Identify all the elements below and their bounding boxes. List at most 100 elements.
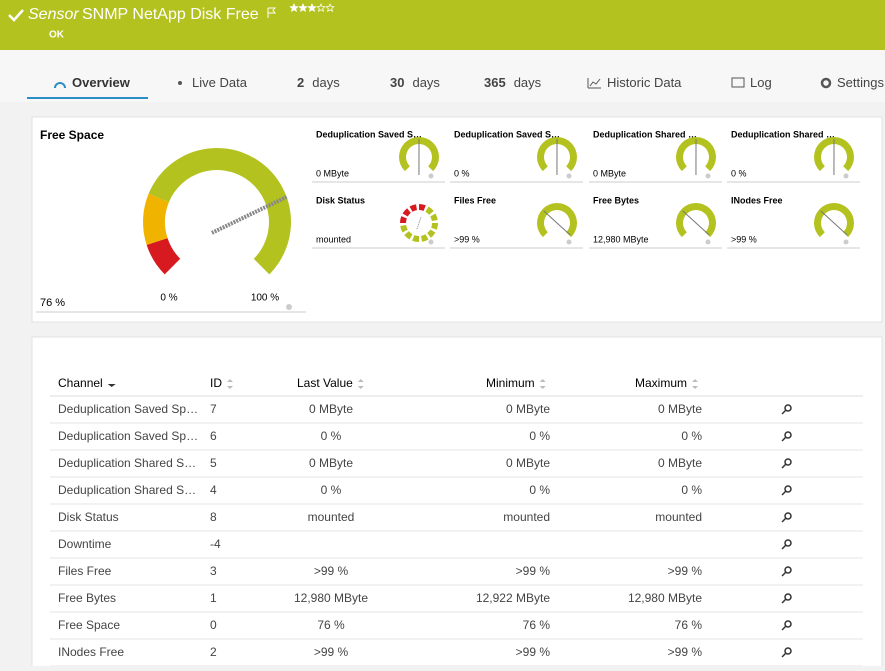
settings-icon[interactable] [429,174,434,179]
settings-icon[interactable] [844,240,849,245]
table-cell: 0 % [529,429,550,443]
table-cell: 7 [210,402,217,416]
settings-icon[interactable] [429,240,434,245]
gauge-title: Free Space [40,128,104,142]
table-cell: Free Bytes [58,591,116,605]
table-cell: 1 [210,591,217,605]
tab-label: 30days [390,75,440,90]
table-cell: Files Free [58,564,112,578]
table-cell: >99 % [314,564,349,578]
table-cell: Free Space [58,618,120,632]
table-panel [32,337,882,666]
tab-icon [178,81,182,85]
table-cell: Downtime [58,537,112,551]
column-header[interactable]: Maximum [635,376,687,390]
mini-gauge-title: Disk Status [316,195,365,205]
table-cell: 3 [210,564,217,578]
mini-gauge-value: 12,980 MByte [593,234,649,244]
tab-label: Overview [72,75,131,90]
table-cell: >99 % [668,564,703,578]
table-cell: >99 % [516,645,551,659]
table-cell: 76 % [523,618,551,632]
mini-gauge-value: >99 % [731,234,757,244]
tab-count: 2 [297,75,304,90]
mini-gauge-title: Deduplication Saved S… [316,129,422,139]
table-cell: 0 MByte [309,402,353,416]
settings-icon[interactable] [706,240,711,245]
tab[interactable]: 365days [484,75,542,90]
table-cell: >99 % [668,645,703,659]
tab-text: Settings [837,75,884,90]
tab-text: Historic Data [607,75,682,90]
settings-icon[interactable] [844,174,849,179]
tab-unit: days [312,75,340,90]
table-cell: 12,922 MByte [476,591,550,605]
gauge-yellow [143,194,169,245]
column-header[interactable]: Channel [58,376,103,390]
table-cell: mounted [308,510,355,524]
table-cell: 0 MByte [658,456,702,470]
settings-icon[interactable] [286,304,292,310]
header-status: OK [49,30,65,41]
table-cell: Disk Status [58,510,119,524]
table-cell: 0 [210,618,217,632]
tab-label: Live Data [192,75,248,90]
tab-label: Log [750,75,772,90]
tab-label: Historic Data [607,75,682,90]
gauge-min-label: 0 % [160,293,177,304]
tab-label: 365days [484,75,542,90]
tab-label: Settings [837,75,884,90]
table-cell: 76 % [675,618,703,632]
table-cell: 2 [210,645,217,659]
table-cell: >99 % [314,645,349,659]
mini-gauge-value: 0 % [731,168,747,178]
table-cell: 0 MByte [309,456,353,470]
table-cell: -4 [210,537,221,551]
table-cell: >99 % [516,564,551,578]
table-cell: 6 [210,429,217,443]
table-cell: 0 MByte [506,402,550,416]
table-cell: 0 MByte [658,402,702,416]
table-cell: 0 % [529,483,550,497]
column-header[interactable]: Minimum [486,376,535,390]
settings-icon[interactable] [567,174,572,179]
gauge-max-label: 100 % [251,293,279,304]
table-cell: Deduplication Saved Sp… [58,429,198,443]
tab[interactable]: 2 days [297,75,340,90]
tab-text: Overview [72,75,131,90]
tab[interactable]: 30days [390,75,440,90]
mini-gauge-value: mounted [316,234,351,244]
mini-gauge-title: Deduplication Saved S… [454,129,560,139]
table-cell: mounted [655,510,702,524]
mini-gauge-value: 0 MByte [316,168,349,178]
table-cell: 0 % [321,483,342,497]
table-cell: Deduplication Saved Sp… [58,402,198,416]
table-cell: Deduplication Shared S… [58,456,196,470]
table-cell: Deduplication Shared S… [58,483,196,497]
column-header[interactable]: Last Value [297,376,353,390]
header-title: SNMP NetApp Disk Free [82,6,259,23]
mini-gauge-title: Deduplication Shared … [731,129,835,139]
tab-label: 2 days [297,75,340,90]
settings-icon[interactable] [567,240,572,245]
table-cell: 12,980 MByte [294,591,368,605]
mini-gauge-title: Deduplication Shared … [593,129,697,139]
mini-gauge-title: Files Free [454,195,496,205]
mini-gauge-title: INodes Free [731,195,783,205]
table-cell: 0 % [681,429,702,443]
settings-icon[interactable] [706,174,711,179]
tab-unit: days [514,75,542,90]
table-cell: 0 MByte [506,456,550,470]
table-cell: 12,980 MByte [628,591,702,605]
tab-count: 30 [390,75,404,90]
table-cell: 8 [210,510,217,524]
active-tab-underline [27,97,148,99]
table-cell: 76 % [317,618,345,632]
gauge-value: 76 % [40,297,65,309]
tab-text: Log [750,75,772,90]
tab-text: Live Data [192,75,248,90]
mini-gauge-value: 0 MByte [593,168,626,178]
column-header[interactable]: ID [210,376,222,390]
